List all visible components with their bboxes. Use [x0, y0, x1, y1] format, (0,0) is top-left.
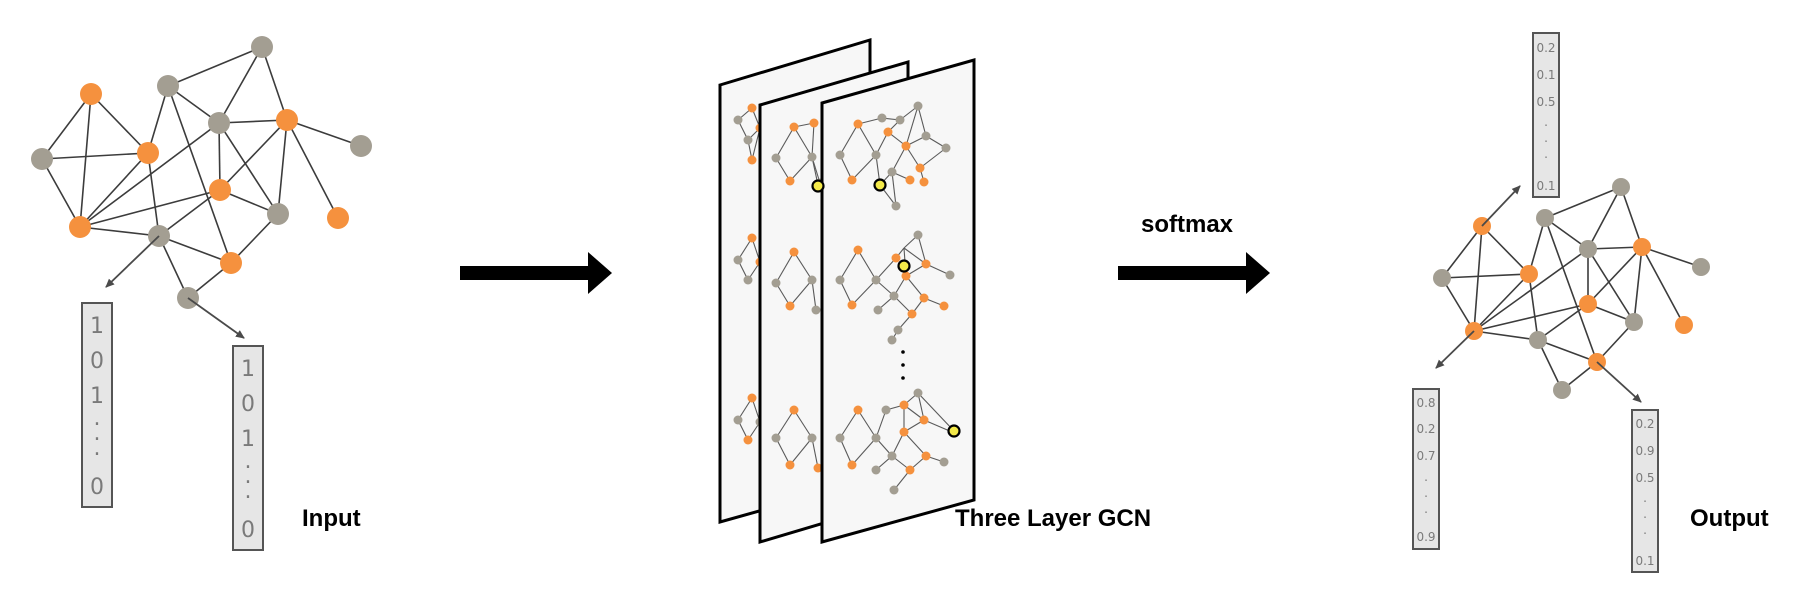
input-feature-arrows: [105, 235, 245, 339]
input-label: Input: [302, 505, 361, 532]
graph-node: [251, 36, 273, 58]
vector-entry: 1: [241, 427, 255, 452]
graph-node: [350, 135, 372, 157]
vector-entry: 0.2: [1416, 422, 1435, 436]
mini-graph: [835, 388, 961, 495]
vector-entry: 0.2: [1536, 41, 1555, 55]
vector-entry: .: [1424, 486, 1428, 500]
softmax-label: softmax: [1141, 211, 1234, 238]
graph-node: [80, 83, 102, 105]
layer-3-mini-graphs: [835, 101, 961, 495]
vector-entry: .: [94, 406, 101, 431]
graph-node: [267, 203, 289, 225]
highlighted-node: [811, 179, 825, 193]
vector-entry: 0.5: [1536, 95, 1555, 109]
graph-node: [220, 252, 242, 274]
vector-entry: .: [94, 421, 101, 446]
graph-node: [1579, 240, 1597, 258]
vector-entry: 0.1: [1536, 68, 1555, 82]
graph-node: [276, 109, 298, 131]
output-vector-right: 0.2 0.9 0.5 . . . 0.1: [1631, 409, 1659, 573]
graph-node: [1579, 295, 1597, 313]
vector-entry: .: [1424, 470, 1428, 484]
graph-node: [1675, 316, 1693, 334]
vector-entry: 0.2: [1635, 417, 1654, 431]
graph-node: [327, 207, 349, 229]
graph-node: [1625, 313, 1643, 331]
graph-node: [137, 142, 159, 164]
vector-entry: .: [245, 449, 252, 474]
right-arrow-2: [1118, 252, 1270, 294]
vector-entry: 1: [90, 314, 104, 339]
graph-node: [1536, 209, 1554, 227]
vector-entry: .: [1643, 491, 1647, 505]
vector-entry: .: [1424, 502, 1428, 516]
graph-node: [209, 179, 231, 201]
mini-graph: [835, 101, 951, 211]
vector-entry: 0.9: [1416, 530, 1435, 544]
vector-entry: .: [1643, 523, 1647, 537]
vector-entry: .: [1544, 131, 1548, 145]
highlighted-node: [873, 178, 887, 192]
output-vector-top: 0.2 0.1 0.5 . . . 0.1: [1532, 32, 1560, 198]
highlighted-node: [947, 424, 961, 438]
vector-entry: 0.1: [1536, 179, 1555, 193]
graph-node: [69, 216, 91, 238]
mini-graph: [835, 230, 955, 345]
input-vector-1: 1 0 1 . . . 0: [81, 302, 113, 508]
vector-entry: .: [1544, 115, 1548, 129]
output-label: Output: [1690, 505, 1769, 532]
gcn-label: Three Layer GCN: [955, 505, 1151, 532]
input-vector-2: 1 0 1 . . . 0: [232, 345, 264, 551]
vector-entry: 0.1: [1635, 554, 1654, 568]
highlighted-node: [897, 259, 911, 273]
vector-entry: 0: [90, 349, 104, 374]
graph-node: [1553, 381, 1571, 399]
output-graph-nodes: [1433, 178, 1710, 399]
graph-node: [1520, 265, 1538, 283]
vector-entry: 0.5: [1635, 471, 1654, 485]
graph-node: [1692, 258, 1710, 276]
layer-ellipsis: [901, 350, 905, 380]
vector-entry: 0.8: [1416, 396, 1435, 410]
output-graph-edges: [1441, 186, 1702, 391]
output-vector-left: 0.8 0.2 0.7 . . . 0.9: [1412, 388, 1440, 550]
graph-node: [31, 148, 53, 170]
vector-entry: .: [1544, 147, 1548, 161]
gcn-layers: [718, 37, 976, 545]
vector-entry: .: [94, 436, 101, 461]
vector-entry: 1: [90, 384, 104, 409]
graph-node: [1433, 269, 1451, 287]
input-graph-nodes: [31, 36, 372, 309]
vector-entry: 0.7: [1416, 449, 1435, 463]
gcn-layer-3: [820, 58, 976, 544]
vector-entry: .: [245, 479, 252, 504]
graph-node: [1612, 178, 1630, 196]
graph-node: [1529, 331, 1547, 349]
vector-entry: 0: [241, 392, 255, 417]
input-graph: [31, 36, 372, 339]
vector-entry: .: [245, 464, 252, 489]
graph-node: [157, 75, 179, 97]
vector-entry: .: [1643, 507, 1647, 521]
output-prediction-arrows: [1435, 185, 1642, 403]
output-graph: [1433, 178, 1710, 403]
input-graph-edges: [41, 46, 362, 299]
right-arrow-1: [460, 252, 612, 294]
vector-entry: 0: [241, 518, 255, 543]
vector-entry: 0.9: [1635, 444, 1654, 458]
vector-entry: 0: [90, 475, 104, 500]
graph-node: [1633, 238, 1651, 256]
graph-node: [208, 112, 230, 134]
vector-entry: 1: [241, 357, 255, 382]
